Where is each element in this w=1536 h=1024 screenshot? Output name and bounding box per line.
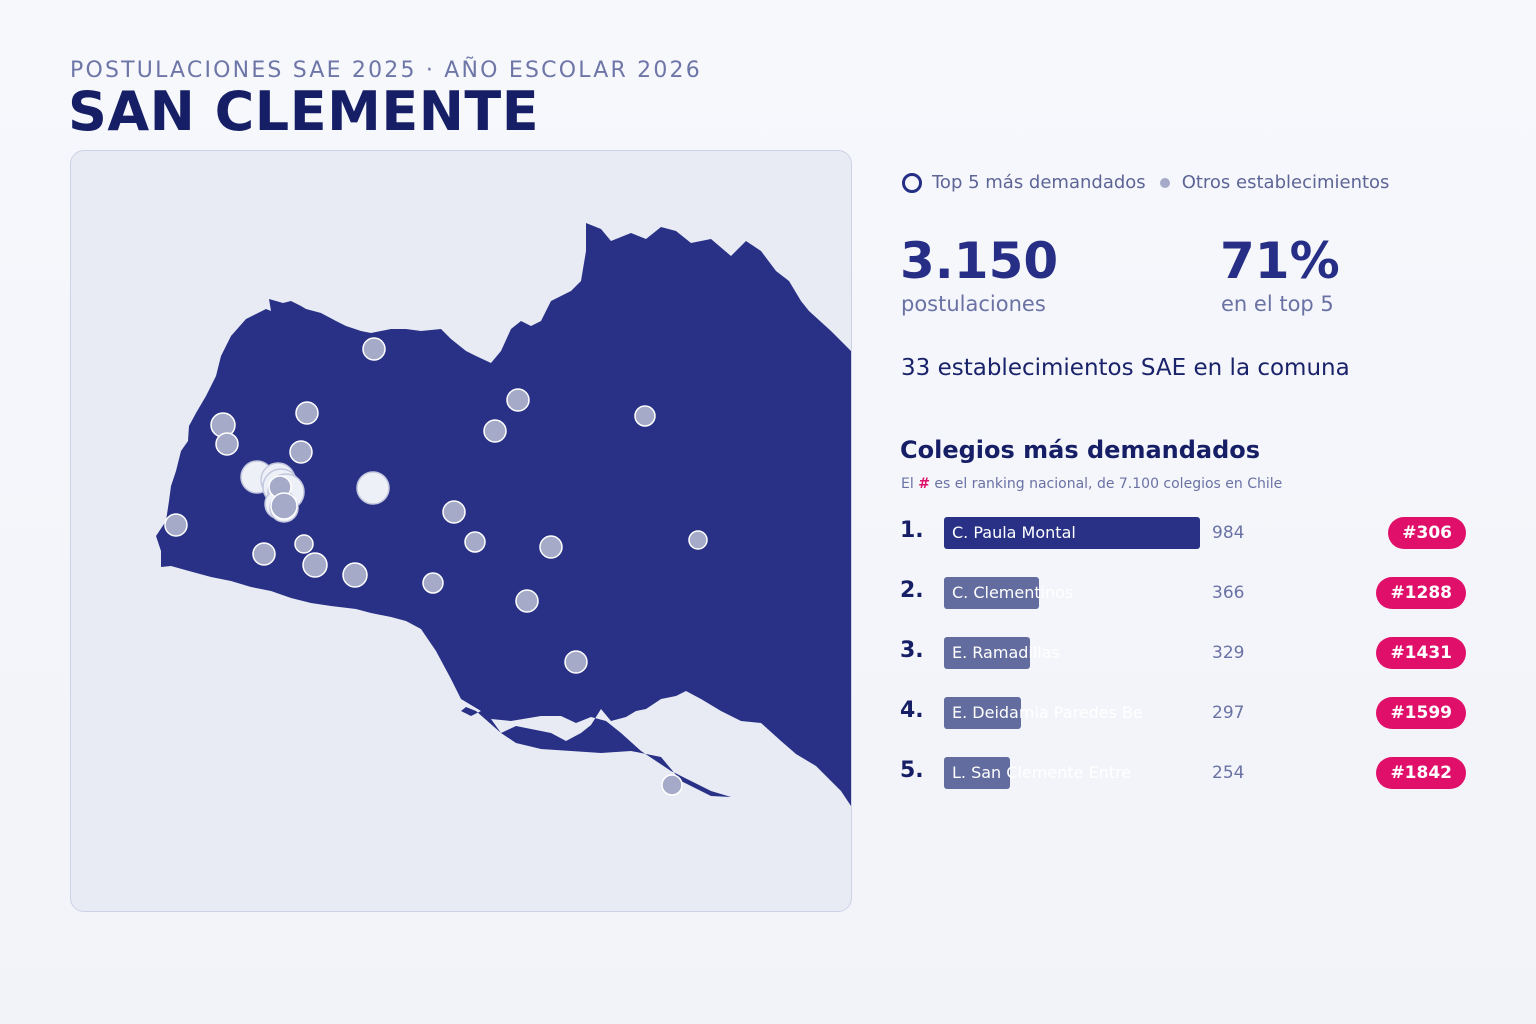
school-point (515, 589, 539, 613)
school-point (294, 534, 314, 554)
map-svg (156, 223, 851, 806)
map-legend: Top 5 más demandados Otros establecimien… (902, 172, 1389, 193)
ranking-row: 3. E. Ramadillas 329 #1431 (900, 636, 1466, 670)
bar-label: E. Ramadillas (952, 643, 1060, 662)
dot-icon (1159, 177, 1170, 188)
bar-label: C. Clementinos (952, 583, 1074, 602)
school-point (270, 492, 298, 520)
bar (944, 517, 1200, 549)
ranking-note: El # es el ranking nacional, de 7.100 co… (901, 476, 1282, 492)
kpi-top5-value: 71% (1220, 232, 1340, 290)
school-point (564, 650, 588, 674)
top5-school-point (356, 471, 390, 505)
school-point (661, 774, 683, 796)
bar (944, 637, 1030, 669)
rank-number: 3. (900, 638, 924, 663)
bar (944, 757, 1011, 789)
bar-value: 297 (1212, 703, 1245, 723)
rank-number: 5. (900, 758, 924, 783)
schools-count: 33 establecimientos SAE en la comuna (901, 355, 1350, 381)
rank-number: 4. (900, 698, 924, 723)
ranking-row: 4. E. Deidamia Paredes Be 297 #1599 (900, 696, 1466, 730)
national-rank-badge: #306 (1388, 517, 1466, 549)
national-rank-badge: #1431 (1376, 637, 1466, 669)
bar-label: L. San Clemente Entre (952, 763, 1132, 782)
school-point (688, 530, 708, 550)
school-point (634, 405, 656, 427)
bar (944, 577, 1040, 609)
bar-value: 984 (1212, 523, 1245, 543)
school-point (506, 388, 530, 412)
commune-shape (156, 223, 851, 806)
kpi-applications-value: 3.150 (900, 232, 1059, 290)
school-point (164, 513, 188, 537)
commune-map (70, 150, 852, 912)
school-points (164, 337, 708, 796)
school-point (483, 419, 507, 443)
note-prefix: El (901, 476, 919, 492)
school-point (464, 531, 486, 553)
school-point (539, 535, 563, 559)
note-hash: # (918, 476, 930, 492)
eyebrow: POSTULACIONES SAE 2025 · AÑO ESCOLAR 202… (70, 58, 702, 83)
bar-label: E. Deidamia Paredes Be (952, 703, 1143, 722)
school-point (252, 542, 276, 566)
school-point (302, 552, 328, 578)
ranking-row: 2. C. Clementinos 366 #1288 (900, 576, 1466, 610)
rank-number: 2. (900, 578, 924, 603)
kpi-top5-label: en el top 5 (1221, 292, 1334, 316)
note-suffix: es el ranking nacional, de 7.100 colegio… (929, 476, 1283, 492)
national-rank-badge: #1842 (1376, 757, 1466, 789)
ranking-row: 5. L. San Clemente Entre 254 #1842 (900, 756, 1466, 790)
ranking-row: 1. C. Paula Montal 984 #306 (900, 516, 1466, 550)
school-point (422, 572, 444, 594)
national-rank-badge: #1599 (1376, 697, 1466, 729)
school-point (289, 440, 313, 464)
school-point (295, 401, 319, 425)
school-point (442, 500, 466, 524)
national-rank-badge: #1288 (1376, 577, 1466, 609)
ranking-title: Colegios más demandados (900, 436, 1261, 464)
kpi-applications-label: postulaciones (901, 292, 1046, 316)
bar-value: 366 (1212, 583, 1245, 603)
school-point (342, 562, 368, 588)
page-title: SAN CLEMENTE (68, 80, 540, 143)
legend-top5: Top 5 más demandados (932, 172, 1146, 193)
bar-label: C. Paula Montal (952, 523, 1076, 542)
legend-others: Otros establecimientos (1181, 172, 1390, 193)
ring-icon (902, 172, 922, 193)
bar (944, 697, 1022, 729)
bar-value: 254 (1212, 763, 1245, 783)
school-point (362, 337, 386, 361)
school-point (215, 432, 239, 456)
rank-number: 1. (900, 518, 924, 543)
bar-value: 329 (1212, 643, 1245, 663)
